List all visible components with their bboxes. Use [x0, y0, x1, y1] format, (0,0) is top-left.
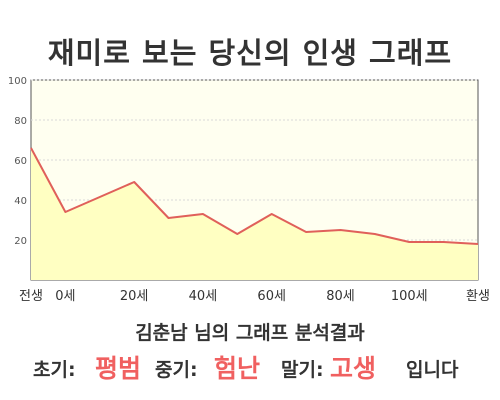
life-area-fill: [31, 148, 478, 280]
y-tick-label: 20: [14, 236, 27, 247]
life-graph-chart: 20 40 60 80 100 전생 0세 20세 40세 60세 80세 100세 환생: [8, 76, 490, 304]
x-tick-label: 환생: [466, 289, 490, 304]
x-tick-label: 20세: [120, 289, 149, 304]
life-line: [30, 147, 479, 245]
result-summary: 초기: 평범 중기: 험난 말기: 고생 입니다: [0, 345, 500, 385]
x-axis-ticks: 전생 0세 20세 40세 60세 80세 100세 환생: [19, 289, 490, 304]
x-tick-label: 100세: [391, 289, 428, 304]
y-tick-label: 80: [14, 116, 27, 127]
y-tick-label: 40: [14, 196, 27, 207]
y-tick-label: 60: [14, 156, 27, 167]
middle-value: 험난: [214, 354, 261, 383]
middle-label: 중기:: [155, 359, 198, 381]
x-tick-label: 40세: [189, 289, 218, 304]
result-subtitle: 김춘남 님의 그래프 분석결과: [135, 322, 365, 344]
late-value: 고생: [330, 354, 377, 383]
x-tick-label: 60세: [257, 289, 286, 304]
x-tick-label: 전생: [19, 289, 43, 304]
x-tick-label: 0세: [55, 289, 75, 304]
page-title: 재미로 보는 당신의 인생 그래프: [47, 36, 453, 70]
ending-text: 입니다: [406, 359, 459, 381]
late-label: 말기:: [281, 359, 324, 381]
early-value: 평범: [95, 354, 142, 383]
x-tick-label: 80세: [326, 289, 355, 304]
y-axis-ticks: 20 40 60 80 100: [8, 76, 27, 247]
early-label: 초기:: [33, 359, 76, 381]
y-tick-label: 100: [8, 76, 27, 87]
